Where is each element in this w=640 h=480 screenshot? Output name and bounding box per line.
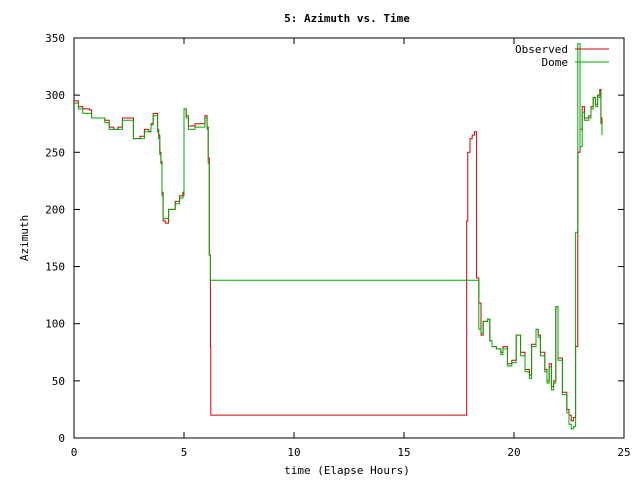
x-axis-label: time (Elapse Hours): [284, 464, 410, 477]
y-axis-label: Azimuth: [18, 215, 31, 261]
y-tick-label: 100: [45, 318, 65, 331]
plot-frame: [73, 37, 625, 439]
y-tick-label: 150: [45, 261, 65, 274]
x-tick-label: 10: [287, 446, 300, 459]
y-tick-label: 350: [45, 32, 65, 45]
y-tick-label: 300: [45, 89, 65, 102]
x-tick-label: 0: [71, 446, 78, 459]
x-axis: 0 5 10 15 20 25: [71, 38, 631, 459]
legend-label: Observed: [515, 43, 568, 56]
series-line-observed: [74, 88, 603, 422]
chart-title: 5: Azimuth vs. Time: [284, 12, 410, 25]
x-tick-label: 5: [181, 446, 188, 459]
y-tick-label: 200: [45, 203, 65, 216]
y-axis: 0 50 100 150 200 250 300 350: [45, 32, 624, 445]
y-tick-label: 50: [52, 375, 65, 388]
plot-area: [74, 43, 603, 430]
y-tick-label: 250: [45, 146, 65, 159]
x-tick-label: 25: [617, 446, 630, 459]
x-tick-label: 15: [397, 446, 410, 459]
y-tick-label: 0: [58, 432, 65, 445]
series-line-dome: [74, 43, 603, 430]
legend-label: Dome: [542, 56, 569, 69]
x-tick-label: 20: [507, 446, 520, 459]
